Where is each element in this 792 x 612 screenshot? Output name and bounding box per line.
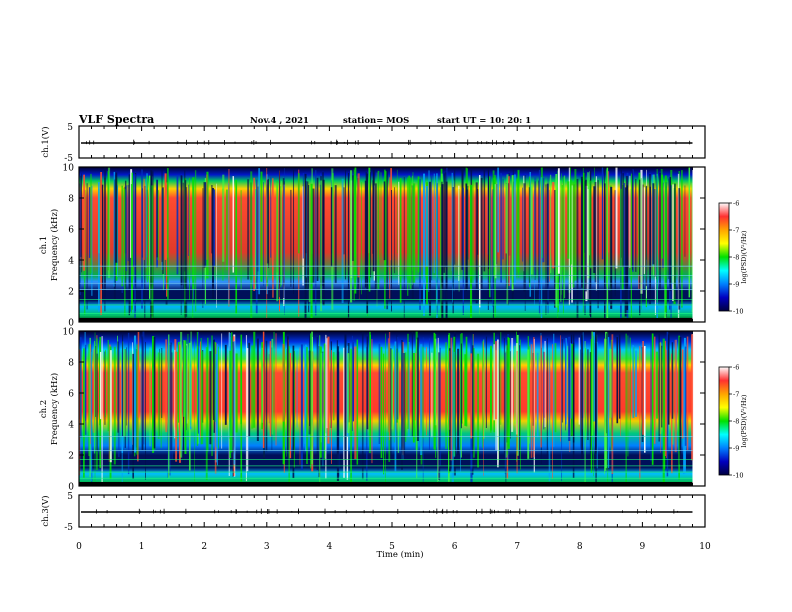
- freq-tick-label: 8: [68, 359, 74, 369]
- freq-tick-label: 4: [68, 257, 74, 267]
- colorbar-tick-label: -7: [733, 227, 739, 235]
- time-tick-label: 8: [577, 542, 583, 552]
- colorbar-tick-label: -10: [733, 472, 743, 480]
- colorbar-tick-label: -6: [733, 364, 739, 372]
- colorbar-tick-label: -9: [733, 445, 739, 453]
- time-axis: 0 1 2 3 4 5 6 7 8 9 10: [76, 542, 711, 552]
- ch2-spectrogram-frame: [78, 330, 706, 487]
- freq-tick-label: 6: [68, 390, 74, 400]
- date-label: Nov.4 , 2021: [250, 116, 309, 126]
- ch1-waveform-trace: [81, 139, 693, 146]
- ch1-frequency-label: Frequency (kHz): [49, 209, 60, 281]
- colorbar-label: log(PSD)(V²/Hz): [740, 230, 748, 283]
- freq-tick-label: 2: [68, 288, 74, 298]
- ch2-spectrogram: [78, 331, 694, 486]
- freq-tick-label: 10: [63, 164, 75, 174]
- time-axis-label: Time (min): [376, 549, 423, 560]
- time-tick-label: 6: [452, 542, 458, 552]
- spectrogram-baseline: [79, 318, 693, 322]
- ch3-waveform-ylabel: ch.3(V): [40, 495, 51, 526]
- station-label: station= MOS: [343, 116, 409, 126]
- colorbar-tick-label: -10: [733, 308, 743, 316]
- colorbar-tick-label: -9: [733, 281, 739, 289]
- time-tick-label: 7: [514, 542, 520, 552]
- ch1-spectrogram-panel: 0 2 4 6 8 10 ch.1 Frequency (kHz) -6 -7 -8 -9 -10…: [39, 164, 748, 329]
- time-tick-label: 4: [327, 542, 333, 552]
- ch2-channel-label: ch.2: [39, 400, 49, 418]
- freq-tick-label: 10: [63, 328, 75, 338]
- time-tick-label: 2: [201, 542, 207, 552]
- colorbar-tick-label: -8: [733, 254, 739, 262]
- freq-tick-label: 4: [68, 421, 74, 431]
- time-tick-label: 0: [76, 542, 82, 552]
- time-tick-label: 5: [389, 542, 395, 552]
- time-tick-label: 10: [699, 542, 711, 552]
- start-time-label: start UT = 10: 20: 1: [437, 116, 531, 126]
- spectrogram-baseline: [79, 482, 693, 486]
- colorbar-label: log(PSD)(V²/Hz): [740, 394, 748, 447]
- ch2-frequency-label: Frequency (kHz): [49, 373, 60, 445]
- colorbar-tick-label: -6: [733, 200, 739, 208]
- freq-tick-label: 0: [68, 483, 74, 493]
- ch1-ytick-bottom: -5: [64, 154, 73, 164]
- freq-tick-label: 2: [68, 452, 74, 462]
- ch1-spectrogram: [79, 167, 693, 322]
- colorbar-tick-label: -7: [733, 391, 739, 399]
- time-tick-label: 9: [640, 542, 646, 552]
- ch3-waveform-panel: 5 -5 ch.3(V): [40, 492, 706, 533]
- ch1-freq-ticks: 0 2 4 6 8 10: [63, 164, 705, 329]
- ch3-ytick-top: 5: [67, 492, 73, 502]
- ch2-spectrogram-panel: 0 2 4 6 8 10 ch.2 Frequency (kHz) -6 -7 -8 -9 -10…: [39, 328, 748, 493]
- ch3-ytick-bottom: -5: [64, 523, 73, 533]
- ch3-waveform-trace: [81, 508, 693, 515]
- colorbar-scale: [718, 202, 730, 312]
- figure-title: VLF Spectra: [78, 113, 154, 126]
- ch1-waveform-ylabel: ch.1(V): [40, 126, 51, 157]
- ch3-waveform-frame: [78, 494, 706, 528]
- freq-tick-label: 6: [68, 226, 74, 236]
- colorbar-scale: [718, 366, 730, 476]
- freq-tick-label: 8: [68, 195, 74, 205]
- freq-tick-label: 0: [68, 319, 74, 329]
- ch1-spectrogram-frame: [78, 166, 706, 323]
- colorbar-tick-label: -8: [733, 418, 739, 426]
- ch1-ytick-top: 5: [67, 123, 73, 133]
- ch1-channel-label: ch.1: [39, 236, 49, 254]
- ch1-colorbar: -6 -7 -8 -9 -10 log(PSD)(V²/Hz): [718, 200, 748, 316]
- time-tick-label: 1: [139, 542, 145, 552]
- time-tick-label: 3: [264, 542, 270, 552]
- ch2-freq-ticks: 0 2 4 6 8 10: [63, 328, 705, 493]
- ch2-colorbar: -6 -7 -8 -9 -10 log(PSD)(V²/Hz): [718, 364, 748, 480]
